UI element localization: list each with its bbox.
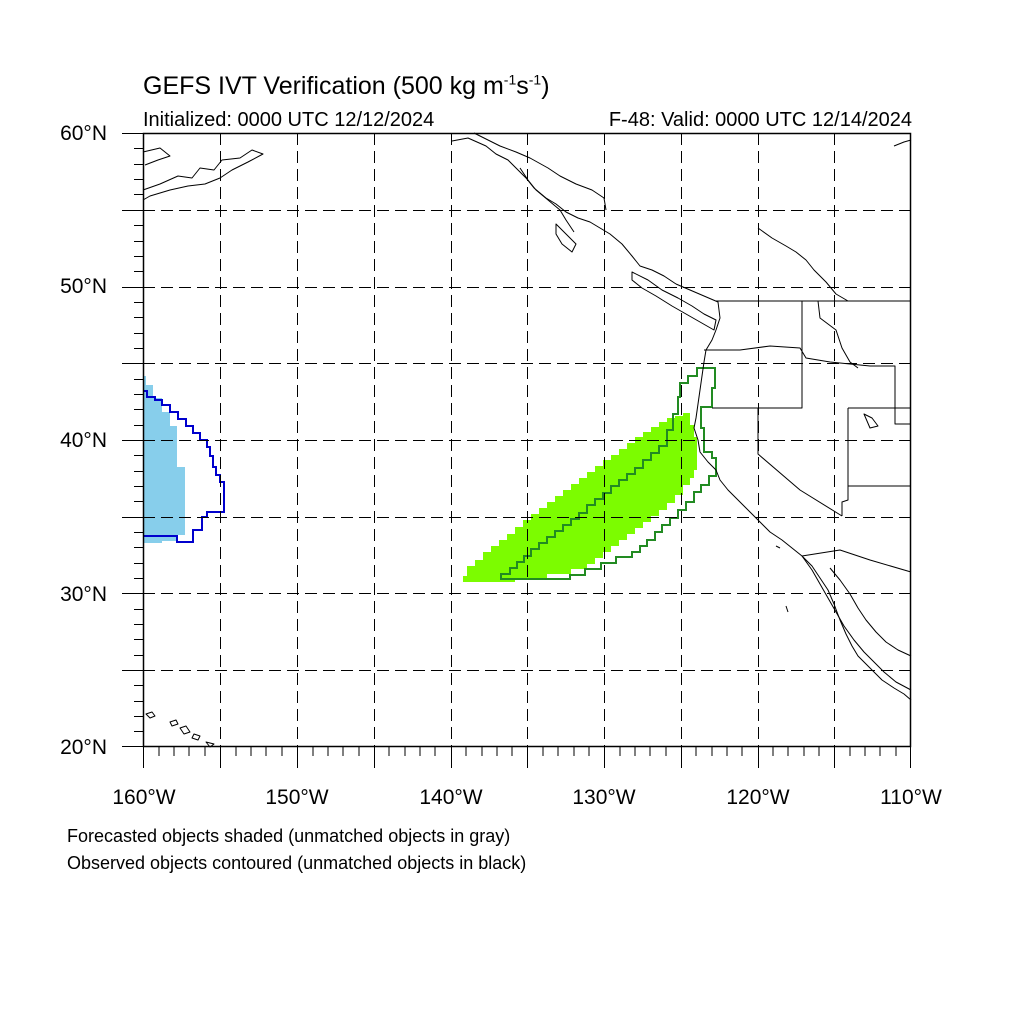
- lat-label-50n: 50°N: [60, 275, 107, 298]
- forecast-object-west: [143, 376, 185, 543]
- valid-time: F-48: Valid: 0000 UTC 12/14/2024: [608, 109, 912, 131]
- lat-lon-grid: [143, 133, 911, 747]
- lon-label-140w: 140°W: [419, 786, 483, 809]
- lat-label-30n: 30°N: [60, 583, 107, 606]
- lat-label-20n: 20°N: [60, 736, 107, 759]
- lon-label-130w: 130°W: [572, 786, 636, 809]
- initialized-time: Initialized: 0000 UTC 12/12/2024: [143, 109, 435, 131]
- plot-title: GEFS IVT Verification (500 kg m-1s-1): [143, 71, 550, 100]
- observed-contour-east: [500, 367, 717, 580]
- forecast-object-east: [463, 413, 697, 582]
- forecast-note: Forecasted objects shaded (unmatched obj…: [67, 826, 511, 846]
- lon-label-150w: 150°W: [265, 786, 329, 809]
- lon-label-120w: 120°W: [726, 786, 790, 809]
- lon-label-160w: 160°W: [112, 786, 176, 809]
- map-frame: [142, 132, 912, 748]
- lat-label-60n: 60°N: [60, 122, 107, 145]
- observed-note: Observed objects contoured (unmatched ob…: [67, 853, 527, 873]
- lat-label-40n: 40°N: [60, 429, 107, 452]
- lon-label-110w: 110°W: [880, 786, 942, 809]
- axis-ticks: [122, 133, 911, 768]
